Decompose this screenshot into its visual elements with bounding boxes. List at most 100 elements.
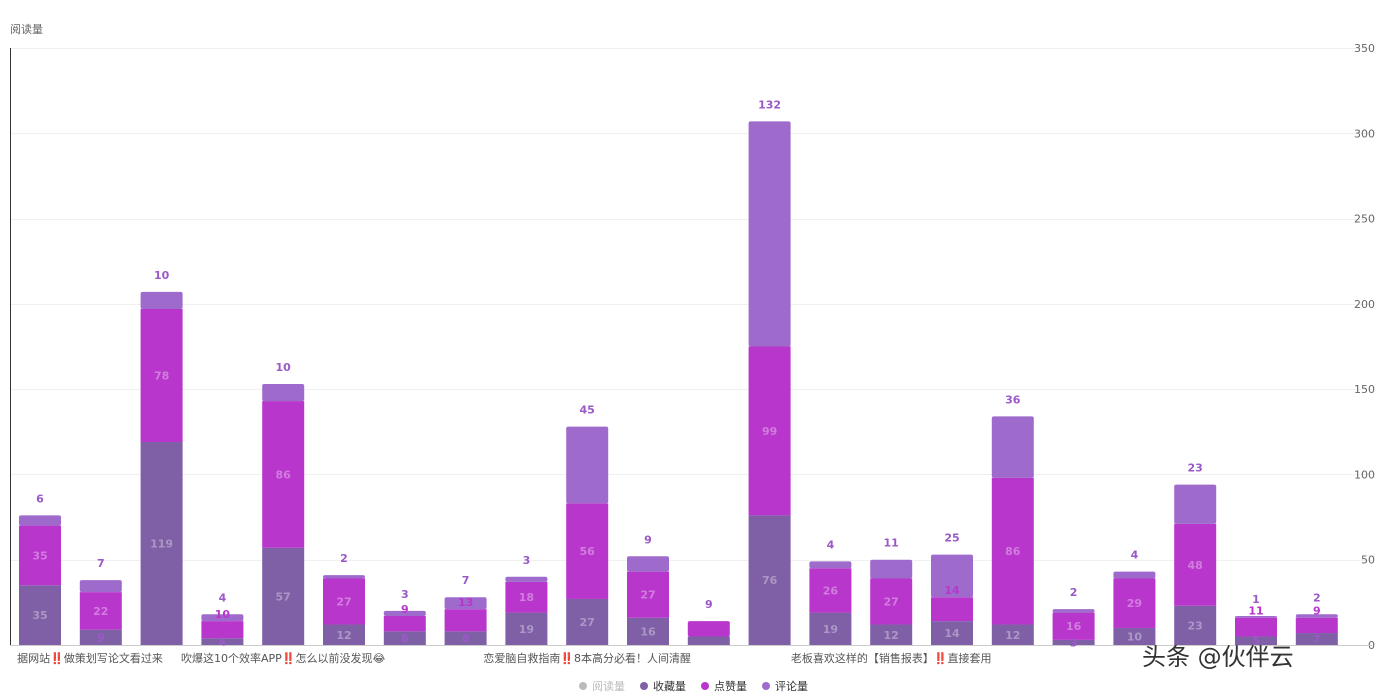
- bar-segment[interactable]: [79, 592, 122, 630]
- y-axis-title: 阅读量: [10, 22, 43, 36]
- data-label: 16: [640, 625, 656, 638]
- bar-segment[interactable]: [991, 477, 1034, 625]
- bar-segment[interactable]: [1235, 616, 1277, 618]
- data-label: 99: [762, 425, 777, 438]
- bar-segment[interactable]: [383, 616, 426, 632]
- bar-segment[interactable]: [19, 525, 61, 586]
- bar-segment[interactable]: [566, 426, 609, 504]
- y-tick-label: 200: [1354, 298, 1375, 311]
- y-tick-label: 350: [1354, 42, 1375, 55]
- legend-item[interactable]: 评论量: [762, 679, 808, 693]
- bar-segment[interactable]: [1113, 578, 1156, 628]
- legend-label: 评论量: [775, 679, 808, 693]
- data-label: 76: [762, 574, 778, 587]
- bar-segment[interactable]: [262, 401, 305, 548]
- bar-segment[interactable]: [687, 621, 730, 637]
- data-label: 3: [1070, 636, 1078, 649]
- bar-segment[interactable]: [870, 559, 913, 579]
- bar-segment[interactable]: [1235, 636, 1277, 645]
- bar-segment[interactable]: [323, 578, 365, 625]
- bar-segment[interactable]: [444, 597, 487, 610]
- x-tick-label: 吹爆这10个效率APP‼️怎么以前没发现😂: [181, 651, 385, 665]
- bar-segment[interactable]: [1052, 612, 1095, 640]
- bar-segment[interactable]: [383, 610, 426, 617]
- bar-segment[interactable]: [566, 598, 609, 645]
- bar-segment[interactable]: [931, 554, 973, 598]
- bar-segment[interactable]: [809, 568, 852, 613]
- legend-label: 阅读量: [592, 679, 625, 693]
- bar-segment[interactable]: [1052, 639, 1095, 645]
- data-label: 13: [458, 596, 473, 609]
- x-axis-labels: 据网站‼️做策划写论文看过来 吹爆这10个效率APP‼️怎么以前没发现😂 恋爱脑自救…: [17, 651, 991, 665]
- bar-segment[interactable]: [748, 121, 791, 347]
- bar-segment[interactable]: [870, 578, 913, 625]
- bar-segment[interactable]: [1174, 523, 1217, 606]
- bar-segment[interactable]: [1174, 605, 1217, 645]
- bar-segment[interactable]: [323, 624, 365, 645]
- bar-segment[interactable]: [1295, 614, 1338, 618]
- x-tick-label: 据网站‼️做策划写论文看过来: [17, 651, 163, 665]
- data-label: 7: [97, 557, 105, 570]
- x-tick-label: 恋爱脑自救指南‼️8本高分必看！人间清醒: [483, 651, 691, 665]
- bar-segment[interactable]: [140, 308, 183, 443]
- bar-segment[interactable]: [323, 575, 365, 579]
- bar-segment[interactable]: [505, 612, 548, 645]
- bar-segment[interactable]: [1235, 617, 1277, 637]
- y-tick-label: 100: [1354, 468, 1375, 481]
- bar-segment[interactable]: [687, 636, 730, 645]
- bar-segment[interactable]: [201, 621, 244, 639]
- bar-segment[interactable]: [383, 631, 426, 645]
- bar-segment[interactable]: [1113, 571, 1156, 579]
- bar-segment[interactable]: [931, 597, 973, 622]
- bar-segment[interactable]: [748, 346, 791, 516]
- bar-segment[interactable]: [627, 556, 669, 572]
- bar-segment[interactable]: [870, 624, 913, 645]
- bar-segment[interactable]: [262, 384, 305, 402]
- legend-item[interactable]: 点赞量: [701, 680, 747, 693]
- data-label: 11: [1248, 605, 1263, 618]
- bar-segment[interactable]: [931, 621, 973, 645]
- bar-segment[interactable]: [1295, 617, 1338, 634]
- bar-segment[interactable]: [748, 515, 791, 645]
- bar-segment[interactable]: [79, 580, 122, 593]
- legend-item[interactable]: 收藏量: [640, 679, 686, 693]
- data-label: 48: [1188, 559, 1203, 572]
- bar-segment[interactable]: [627, 571, 669, 618]
- bar-segment[interactable]: [201, 614, 244, 622]
- bar-segment[interactable]: [627, 617, 669, 645]
- bar-segment[interactable]: [991, 416, 1034, 478]
- data-label: 16: [1066, 620, 1082, 633]
- data-label: 78: [154, 369, 169, 382]
- data-label: 35: [32, 609, 47, 622]
- legend-item[interactable]: 阅读量: [579, 679, 625, 693]
- data-label: 9: [1313, 605, 1321, 618]
- bar-segment[interactable]: [1174, 484, 1217, 524]
- bar-segment[interactable]: [19, 585, 61, 645]
- bar-segment[interactable]: [19, 515, 61, 526]
- data-label: 27: [336, 596, 351, 609]
- data-label: 23: [1188, 462, 1203, 475]
- bar-segment[interactable]: [262, 547, 305, 645]
- bar-segment[interactable]: [444, 631, 487, 645]
- bar-segment[interactable]: [1113, 627, 1156, 645]
- bar-segment[interactable]: [140, 291, 183, 309]
- bar-segment[interactable]: [1295, 633, 1338, 645]
- bar-segment[interactable]: [809, 561, 852, 569]
- y-tick-label: 300: [1354, 127, 1375, 140]
- bar-segment[interactable]: [201, 638, 244, 645]
- bar-segment[interactable]: [566, 503, 609, 599]
- bar-segment[interactable]: [444, 609, 487, 632]
- data-label: 10: [154, 269, 170, 282]
- bar-segment[interactable]: [79, 629, 122, 645]
- bar-segment[interactable]: [991, 624, 1034, 645]
- bar-segment[interactable]: [809, 612, 852, 645]
- data-label: 3: [401, 588, 409, 601]
- data-label: 11: [884, 537, 899, 550]
- bar-segment[interactable]: [505, 581, 548, 613]
- data-label: 5: [1252, 635, 1260, 648]
- bar-segment[interactable]: [140, 442, 183, 645]
- bar-segment[interactable]: [505, 576, 548, 582]
- data-label: 35: [32, 549, 47, 562]
- bar-segment[interactable]: [1052, 609, 1095, 613]
